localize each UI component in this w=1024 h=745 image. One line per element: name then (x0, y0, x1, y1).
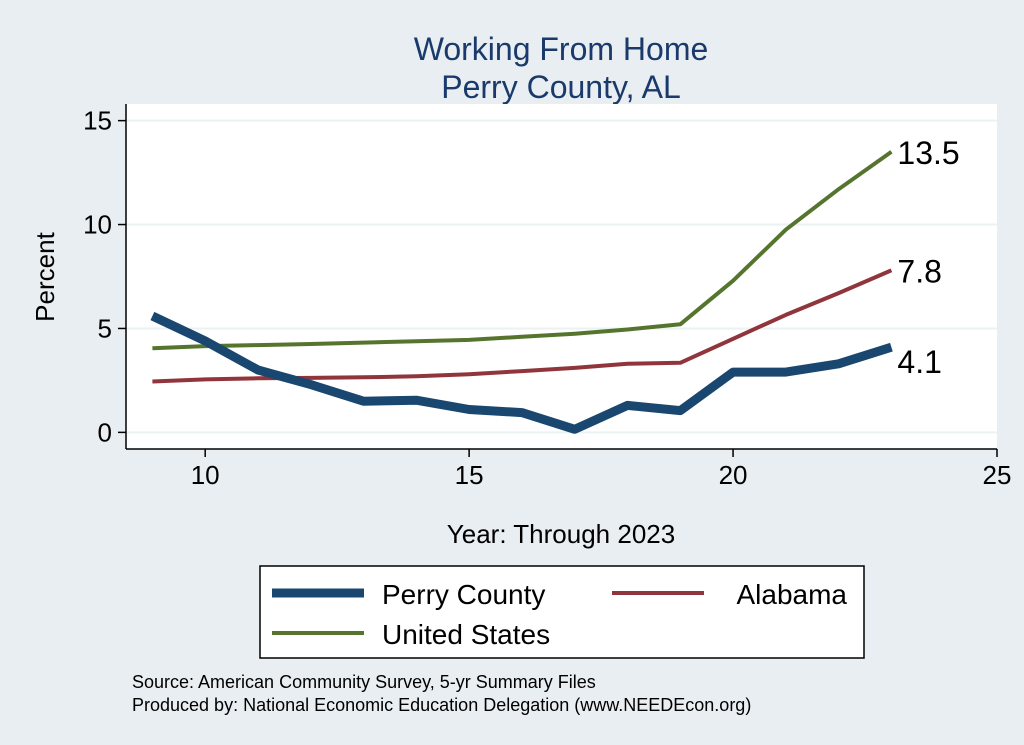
end-label-alabama: 7.8 (897, 253, 941, 289)
y-tick-label: 5 (98, 313, 112, 343)
series-lines (150, 150, 893, 434)
chart-subtitle: Perry County, AL (441, 69, 681, 105)
end-label-perry-county: 4.1 (897, 344, 941, 380)
y-axis-title: Percent (30, 231, 60, 321)
x-tick-label: 10 (191, 460, 220, 490)
legend-label-alabama: Alabama (736, 579, 847, 610)
legend-label-perry-county: Perry County (382, 579, 545, 610)
producer-note: Produced by: National Economic Education… (132, 695, 751, 715)
end-labels: 4.1 7.8 13.5 (897, 135, 959, 380)
end-label-united-states: 13.5 (897, 135, 959, 171)
chart-title: Working From Home (414, 31, 709, 67)
legend-box (259, 565, 865, 659)
axes: 0 5 10 15 10 15 20 25 (83, 104, 1011, 490)
x-tick-label: 15 (455, 460, 484, 490)
y-tick-label: 0 (98, 417, 112, 447)
x-axis-title: Year: Through 2023 (447, 519, 675, 549)
legend: Perry County Alabama United States (259, 565, 865, 659)
plot-area (126, 104, 997, 449)
y-tick-label: 15 (83, 106, 112, 136)
x-tick-label: 20 (719, 460, 748, 490)
source-note: Source: American Community Survey, 5-yr … (132, 672, 596, 692)
grid-lines (126, 119, 997, 434)
y-tick-label: 10 (83, 210, 112, 240)
series-line-perry-county (150, 311, 893, 434)
legend-label-united-states: United States (382, 619, 550, 650)
x-tick-label: 25 (983, 460, 1012, 490)
series-line-united-states (152, 150, 893, 351)
